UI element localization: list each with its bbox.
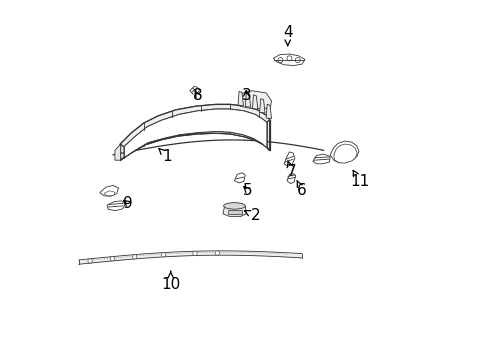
Circle shape (88, 259, 92, 263)
Circle shape (110, 257, 114, 261)
Text: 7: 7 (286, 161, 296, 179)
Circle shape (192, 251, 197, 256)
Polygon shape (227, 210, 241, 214)
Circle shape (277, 58, 283, 63)
Circle shape (295, 58, 300, 63)
Text: 4: 4 (283, 25, 292, 46)
Polygon shape (100, 185, 118, 196)
Polygon shape (123, 109, 266, 158)
Text: 6: 6 (296, 180, 306, 198)
Polygon shape (265, 104, 271, 119)
Polygon shape (273, 54, 305, 66)
Text: 2: 2 (244, 208, 260, 224)
Text: 3: 3 (241, 88, 251, 103)
Polygon shape (244, 93, 250, 107)
Text: 5: 5 (243, 183, 252, 198)
Text: 9: 9 (122, 196, 132, 211)
Polygon shape (107, 201, 125, 211)
Text: 8: 8 (192, 88, 202, 103)
Polygon shape (115, 144, 121, 160)
Polygon shape (120, 104, 269, 147)
Polygon shape (259, 99, 264, 113)
Polygon shape (120, 131, 269, 160)
Circle shape (286, 56, 291, 61)
Polygon shape (284, 152, 294, 166)
Polygon shape (104, 191, 115, 196)
Polygon shape (240, 91, 271, 109)
Polygon shape (312, 154, 329, 164)
Polygon shape (189, 86, 199, 94)
Circle shape (132, 255, 137, 259)
Text: 11: 11 (349, 170, 368, 189)
Polygon shape (252, 95, 257, 109)
Polygon shape (238, 91, 243, 106)
Polygon shape (234, 173, 244, 183)
Circle shape (215, 251, 219, 255)
Text: 10: 10 (161, 271, 180, 292)
Ellipse shape (223, 203, 244, 209)
Polygon shape (120, 104, 269, 160)
Polygon shape (223, 203, 246, 216)
Polygon shape (333, 144, 356, 163)
Polygon shape (286, 174, 295, 184)
Text: 1: 1 (159, 149, 172, 164)
Circle shape (161, 253, 165, 257)
Polygon shape (329, 141, 358, 163)
